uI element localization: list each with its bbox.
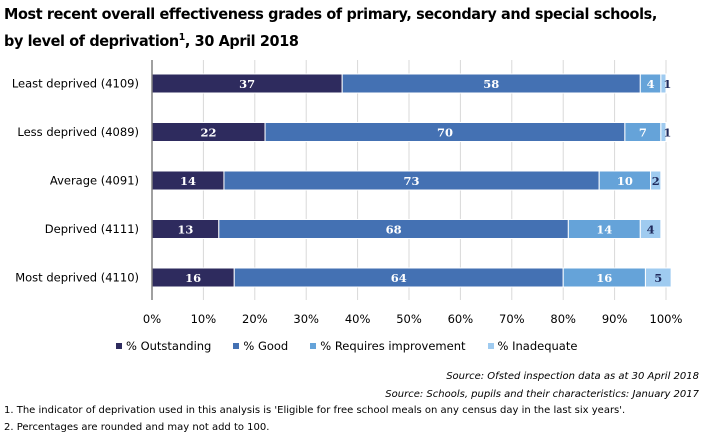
stacked-bar-chart: 37 58 4 122 70 7 114 73 10 213 68 14 416 64 16 5 Least …	[12, 60, 683, 326]
x-tick-label: 60%	[448, 312, 474, 326]
x-tick-label: 20%	[242, 312, 268, 326]
data-label: 4	[647, 77, 655, 91]
data-label: 1	[663, 77, 671, 91]
legend-swatch	[233, 343, 240, 349]
category-label: Deprived (4111)	[45, 222, 139, 236]
data-label: 37	[239, 77, 255, 91]
footnote-1: 1. The indicator of deprivation used in …	[4, 405, 626, 416]
footnote-2: 2. Percentages are rounded and may not a…	[4, 422, 270, 433]
legend-label: % Outstanding	[126, 339, 212, 353]
x-tick-label: 100%	[650, 312, 683, 326]
data-label: 5	[654, 271, 662, 285]
chart-title: Most recent overall effectiveness grades…	[4, 2, 657, 53]
legend-swatch	[487, 343, 494, 349]
bar-segment	[650, 170, 662, 191]
category-label: Less deprived (4089)	[17, 125, 139, 139]
legend-item: % Good	[233, 339, 288, 353]
x-tick-label: 70%	[499, 312, 525, 326]
legend-label: % Good	[243, 339, 289, 353]
legend-item: % Outstanding	[116, 339, 211, 353]
x-tick-label: 50%	[396, 312, 422, 326]
data-label: 4	[647, 223, 655, 237]
x-tick-label: 0%	[143, 312, 161, 326]
data-label: 16	[185, 271, 201, 285]
bar-segment	[660, 122, 667, 142]
source-1: Source: Ofsted inspection data as at 30 …	[446, 371, 699, 382]
gridlines	[202, 60, 667, 300]
data-label: 68	[386, 223, 402, 237]
data-label: 58	[483, 77, 499, 91]
title-superscript: 1	[178, 32, 185, 43]
data-label: 16	[596, 271, 612, 285]
bar-segment	[660, 73, 667, 94]
data-label: 73	[404, 174, 420, 188]
legend-swatch	[310, 343, 317, 349]
data-label: 1	[663, 126, 671, 140]
data-label: 70	[437, 126, 453, 140]
x-tick-label: 80%	[550, 312, 576, 326]
chart-title-line1: Most recent overall effectiveness grades…	[4, 5, 657, 23]
category-label: Most deprived (4110)	[15, 271, 139, 285]
category-label: Least deprived (4109)	[12, 77, 139, 91]
chart-title-line2: by level of deprivation1, 30 April 2018	[4, 26, 657, 53]
data-label: 64	[391, 271, 407, 285]
data-label: 7	[639, 126, 647, 140]
data-label: 13	[177, 223, 193, 237]
source-2: Source: Schools, pupils and their charac…	[385, 389, 699, 400]
x-tick-label: 90%	[602, 312, 628, 326]
x-tick-label: 30%	[293, 312, 319, 326]
bars: 37 58 4 122 70 7 114 73 10 213 68 14 416 64 16 5	[151, 73, 672, 288]
legend-item: % Requires improvement	[310, 339, 466, 353]
legend-label: % Requires improvement	[320, 339, 466, 353]
data-label: 2	[652, 174, 660, 188]
category-label: Average (4091)	[50, 174, 139, 188]
title-suffix: , 30 April 2018	[184, 32, 299, 51]
legend-label: % Inadequate	[497, 339, 578, 353]
data-label: 14	[180, 174, 196, 188]
legend-item: % Inadequate	[487, 339, 578, 353]
x-tick-label: 10%	[191, 312, 217, 326]
data-label: 14	[596, 223, 612, 237]
x-axis-tick-labels: 0% 10% 20% 30% 40% 50% 60% 70% 80% 90% 100%	[143, 312, 683, 326]
bar-segment	[639, 219, 662, 239]
data-label: 10	[617, 174, 633, 188]
legend-swatch	[116, 343, 122, 349]
data-label: 22	[201, 126, 217, 140]
bar-segment	[644, 267, 672, 288]
category-labels: Least deprived (4109) Less deprived (4089…	[12, 77, 139, 285]
title-line2-prefix: by level of deprivation	[4, 32, 179, 51]
legend: % Outstanding % Good % Requires improvemen…	[116, 339, 577, 353]
x-tick-label: 40%	[345, 312, 371, 326]
